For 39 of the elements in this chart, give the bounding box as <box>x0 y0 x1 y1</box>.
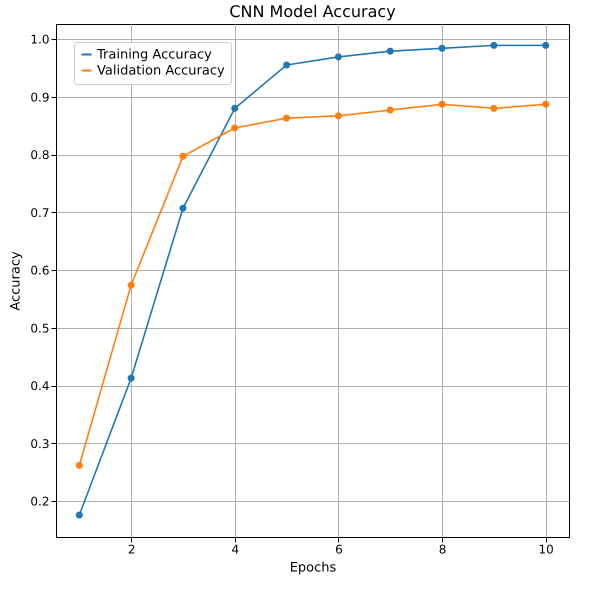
y-tick-label: 1.0 <box>30 32 50 47</box>
point <box>334 53 342 60</box>
point <box>76 512 83 519</box>
y-tick-label: 0.2 <box>30 494 50 509</box>
point <box>438 100 446 108</box>
point <box>438 44 446 52</box>
y-tick-label: 0.7 <box>30 206 50 220</box>
legend-label: Validation Accuracy <box>97 64 225 78</box>
y-tick-label: 0.5 <box>30 321 50 336</box>
point <box>490 104 498 112</box>
y-tick-label: 0.4 <box>30 379 50 394</box>
y-tick-label: 0.9 <box>30 90 50 104</box>
y-tick-label: 0.6 <box>30 264 50 278</box>
point <box>386 106 394 114</box>
y-tick-label: 0.3 <box>30 436 50 451</box>
point <box>334 112 342 120</box>
point <box>231 104 238 112</box>
point <box>542 100 550 108</box>
x-tick-label: 6 <box>335 542 343 556</box>
point <box>542 42 550 49</box>
point <box>231 124 238 132</box>
x-tick-label: 4 <box>231 542 240 556</box>
point <box>128 374 135 382</box>
point <box>283 61 290 69</box>
point <box>76 462 83 469</box>
x-tick-label: 8 <box>438 542 446 556</box>
point <box>128 282 135 289</box>
point <box>179 152 186 160</box>
point <box>179 204 186 212</box>
chart-title: CNN Model Accuracy <box>229 2 396 21</box>
point <box>386 48 394 55</box>
x-tick-label: 2 <box>128 542 136 556</box>
point <box>490 42 498 49</box>
y-axis-title: Accuracy <box>8 251 24 311</box>
legend-label: Training Accuracy <box>96 48 212 62</box>
point <box>283 114 290 122</box>
y-tick-label: 0.8 <box>30 148 50 162</box>
x-tick-label: 10 <box>538 542 554 556</box>
x-axis-title: Epochs <box>290 560 337 576</box>
